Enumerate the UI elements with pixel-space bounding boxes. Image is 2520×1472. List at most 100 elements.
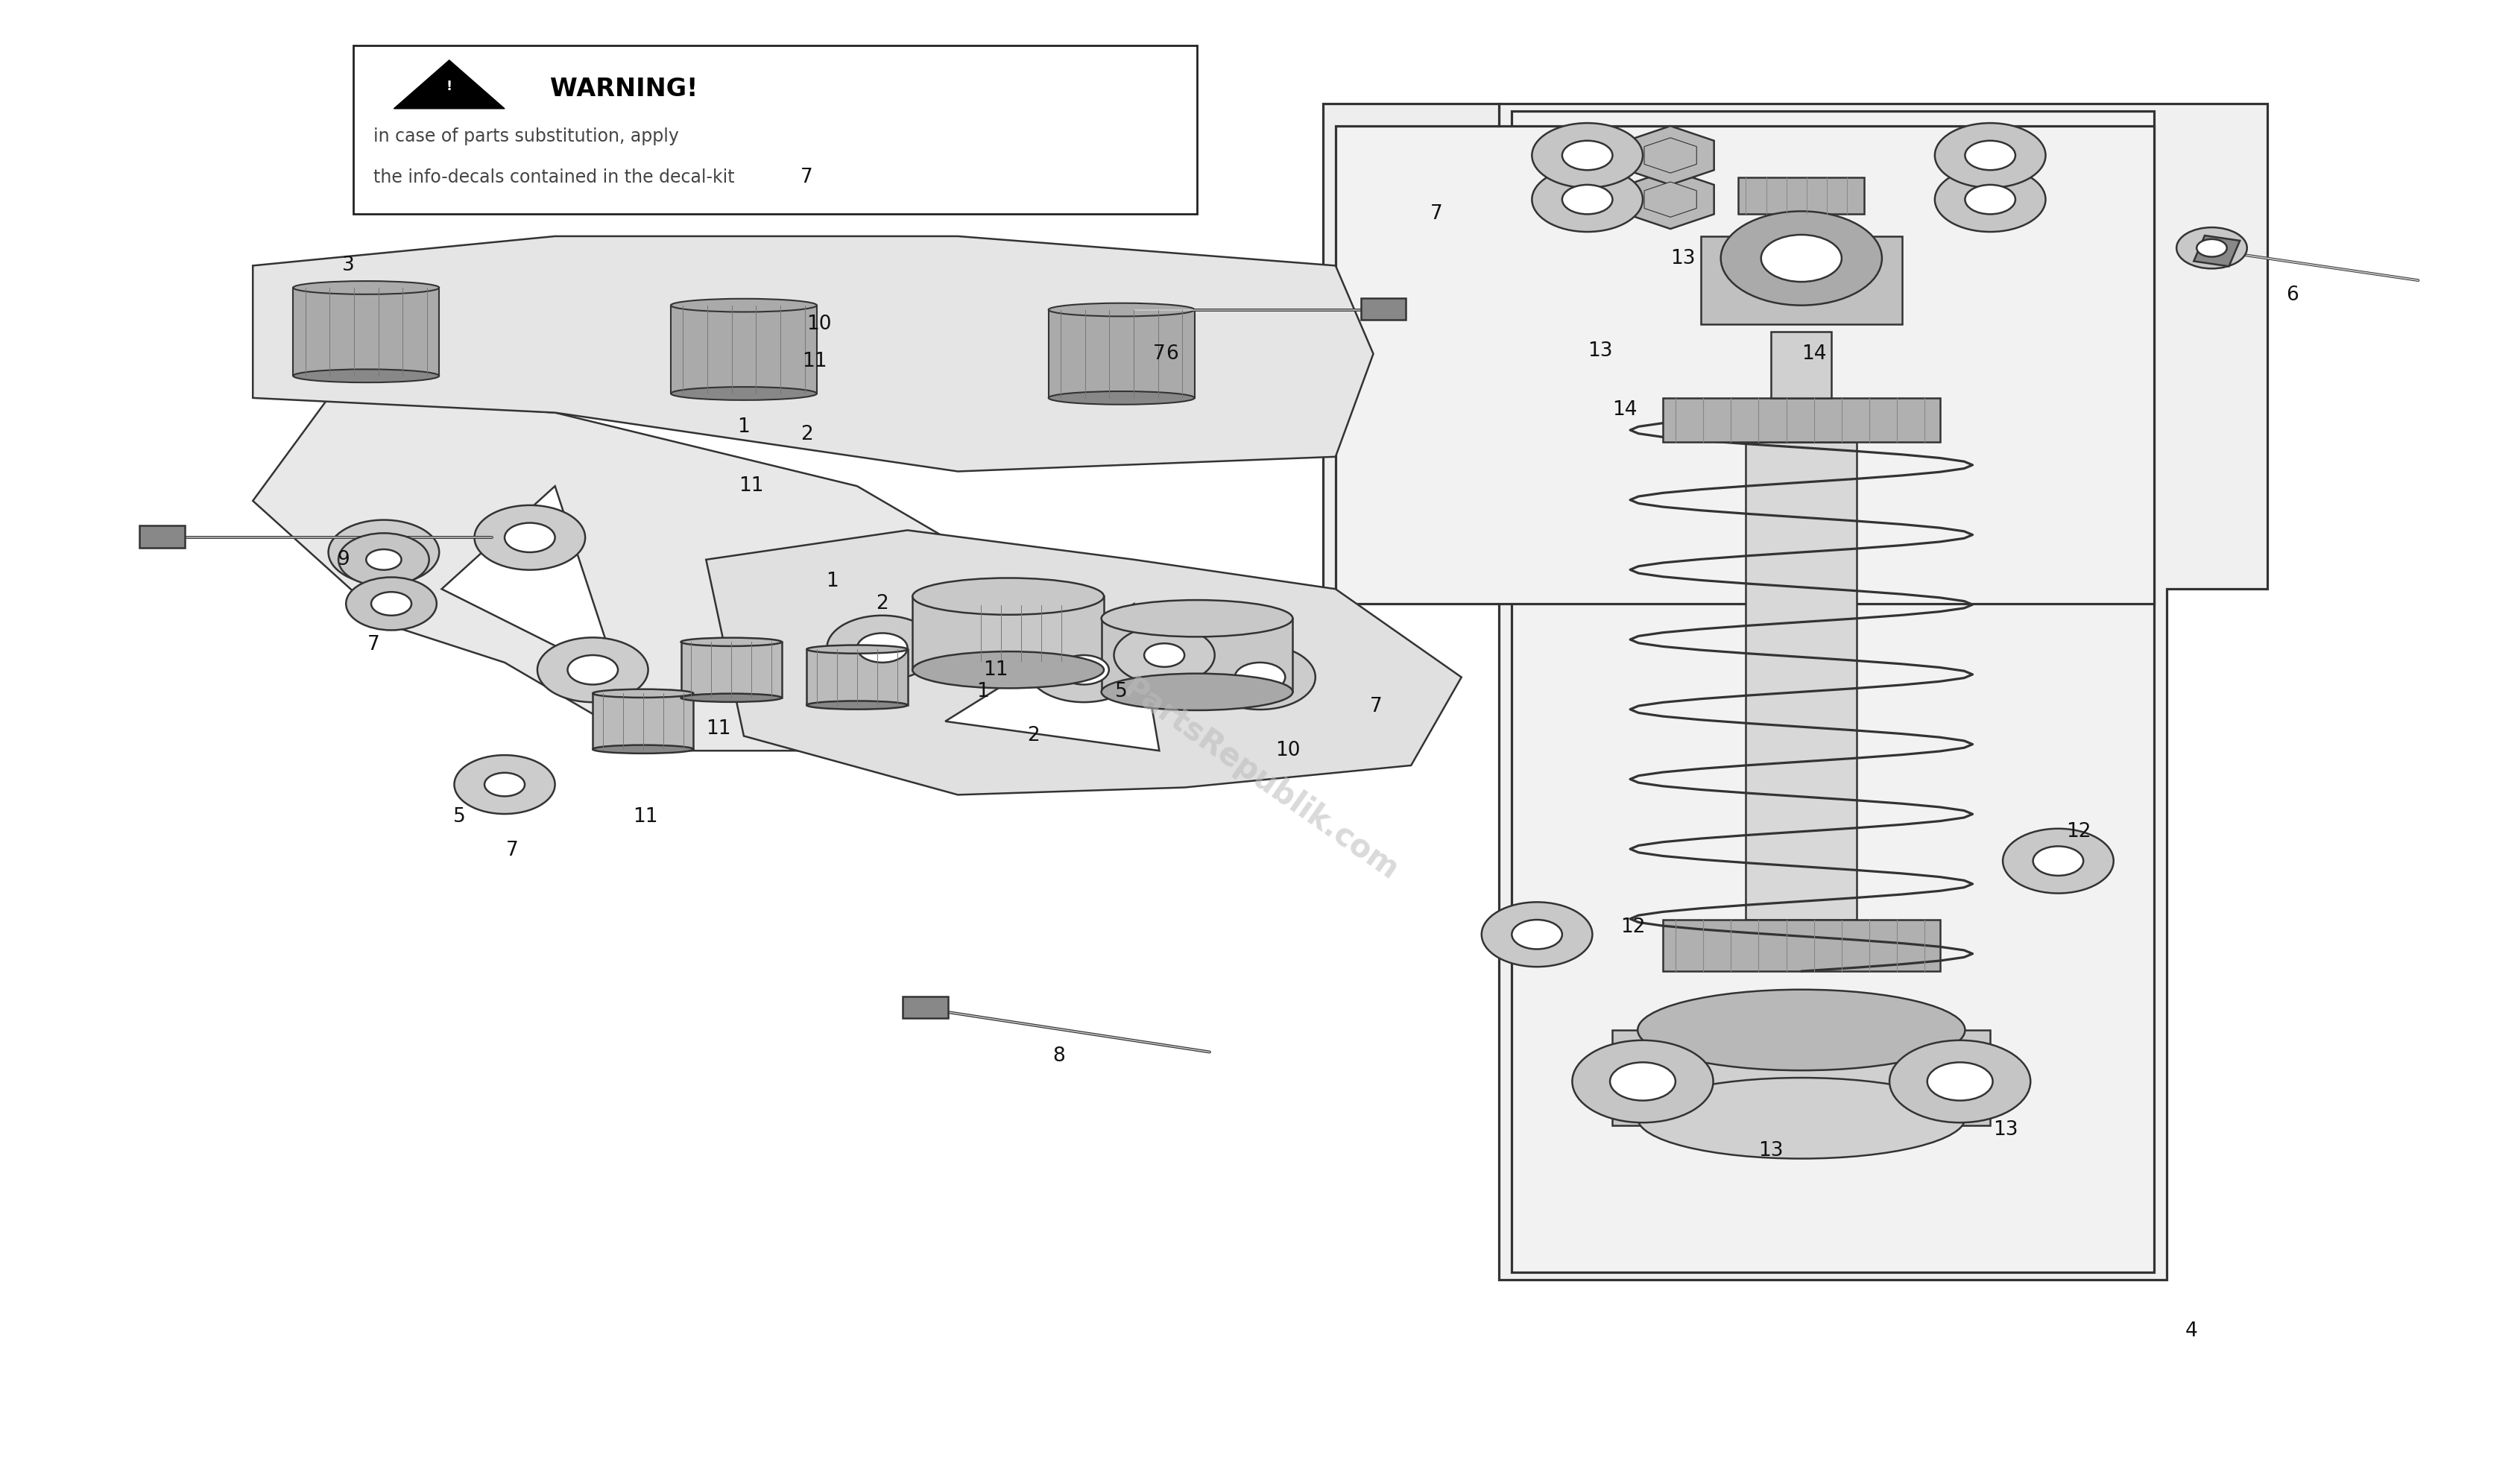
Text: 5: 5 xyxy=(1116,682,1129,702)
Text: 2: 2 xyxy=(801,425,814,445)
Text: 13: 13 xyxy=(1671,249,1696,268)
Text: 14: 14 xyxy=(1802,344,1827,364)
Text: 11: 11 xyxy=(983,659,1008,680)
Circle shape xyxy=(2177,227,2248,268)
Text: 4: 4 xyxy=(2185,1322,2197,1341)
Text: 10: 10 xyxy=(1275,740,1300,761)
Circle shape xyxy=(1935,168,2046,231)
Bar xyxy=(1048,309,1194,397)
Circle shape xyxy=(345,577,436,630)
Bar xyxy=(680,642,781,698)
Text: 6: 6 xyxy=(1167,344,1179,364)
Circle shape xyxy=(1532,168,1643,231)
Text: 1: 1 xyxy=(827,573,839,592)
Text: 8: 8 xyxy=(1053,1047,1066,1066)
Bar xyxy=(902,997,948,1019)
Ellipse shape xyxy=(970,601,1071,609)
Circle shape xyxy=(1532,124,1643,188)
Bar xyxy=(139,526,184,548)
Bar xyxy=(1746,442,1857,920)
Bar xyxy=(1701,236,1903,324)
Circle shape xyxy=(504,523,554,552)
Circle shape xyxy=(1721,212,1882,305)
Text: 2: 2 xyxy=(877,595,890,614)
Bar xyxy=(1336,127,2155,604)
Text: WARNING!: WARNING! xyxy=(549,77,698,102)
Polygon shape xyxy=(706,530,1462,795)
Bar xyxy=(1663,397,1940,442)
Bar xyxy=(970,605,1071,661)
Circle shape xyxy=(1205,645,1315,710)
Circle shape xyxy=(781,172,842,208)
Text: 12: 12 xyxy=(1620,917,1646,936)
Ellipse shape xyxy=(1903,1048,2016,1114)
Ellipse shape xyxy=(680,637,781,646)
Text: !: ! xyxy=(446,79,451,93)
Circle shape xyxy=(454,755,554,814)
Text: 2: 2 xyxy=(1028,726,1041,746)
Text: 14: 14 xyxy=(1613,400,1638,420)
Bar xyxy=(1512,112,2155,1272)
Ellipse shape xyxy=(1615,1066,1671,1098)
Bar xyxy=(592,693,693,749)
Ellipse shape xyxy=(1585,1048,1698,1114)
Text: 13: 13 xyxy=(1993,1120,2019,1139)
Text: 5: 5 xyxy=(454,807,466,827)
Bar xyxy=(1772,331,1832,397)
Polygon shape xyxy=(393,60,504,109)
Text: PartsRepublik.com: PartsRepublik.com xyxy=(1116,673,1404,888)
Text: 6: 6 xyxy=(2286,286,2298,305)
Ellipse shape xyxy=(670,387,816,400)
Text: 13: 13 xyxy=(1588,342,1613,361)
Circle shape xyxy=(358,537,408,567)
Text: 7: 7 xyxy=(1429,205,1441,224)
Text: 11: 11 xyxy=(706,718,731,739)
Text: in case of parts substitution, apply: in case of parts substitution, apply xyxy=(373,127,680,146)
Polygon shape xyxy=(1628,127,1714,185)
Ellipse shape xyxy=(912,578,1104,615)
Ellipse shape xyxy=(1101,601,1293,637)
Ellipse shape xyxy=(592,745,693,754)
Bar xyxy=(2195,236,2240,266)
Bar xyxy=(1928,1030,1991,1126)
Circle shape xyxy=(474,505,585,570)
Polygon shape xyxy=(1643,138,1696,174)
Polygon shape xyxy=(441,486,617,677)
Circle shape xyxy=(1572,1041,1714,1123)
Circle shape xyxy=(834,174,859,188)
Ellipse shape xyxy=(1933,1066,1988,1098)
Text: 1: 1 xyxy=(978,682,990,702)
Ellipse shape xyxy=(806,645,907,654)
Circle shape xyxy=(1028,637,1139,702)
Circle shape xyxy=(328,520,438,584)
Text: 11: 11 xyxy=(738,477,764,496)
Circle shape xyxy=(1235,662,1285,692)
Bar xyxy=(1613,1030,1676,1126)
Circle shape xyxy=(1482,902,1593,967)
Ellipse shape xyxy=(1048,392,1194,405)
Text: 13: 13 xyxy=(1759,1141,1784,1160)
Circle shape xyxy=(1562,141,1613,171)
Bar xyxy=(1739,178,1865,213)
Circle shape xyxy=(1562,185,1613,213)
Circle shape xyxy=(1058,655,1109,684)
Polygon shape xyxy=(252,397,1008,751)
Text: 9: 9 xyxy=(338,551,350,570)
Text: the info-decals contained in the decal-kit: the info-decals contained in the decal-k… xyxy=(373,168,736,187)
Text: 11: 11 xyxy=(801,352,827,371)
Text: 3: 3 xyxy=(343,256,355,275)
Bar xyxy=(1361,297,1406,319)
Circle shape xyxy=(338,533,428,586)
Circle shape xyxy=(816,163,877,199)
Text: 10: 10 xyxy=(806,315,832,334)
Ellipse shape xyxy=(292,369,438,383)
Text: 7: 7 xyxy=(368,636,381,655)
Circle shape xyxy=(1512,920,1562,949)
Circle shape xyxy=(746,163,806,199)
Circle shape xyxy=(827,615,937,680)
Ellipse shape xyxy=(292,281,438,294)
Text: 1: 1 xyxy=(738,418,751,437)
Circle shape xyxy=(2197,238,2228,256)
Circle shape xyxy=(365,549,401,570)
Circle shape xyxy=(370,592,411,615)
